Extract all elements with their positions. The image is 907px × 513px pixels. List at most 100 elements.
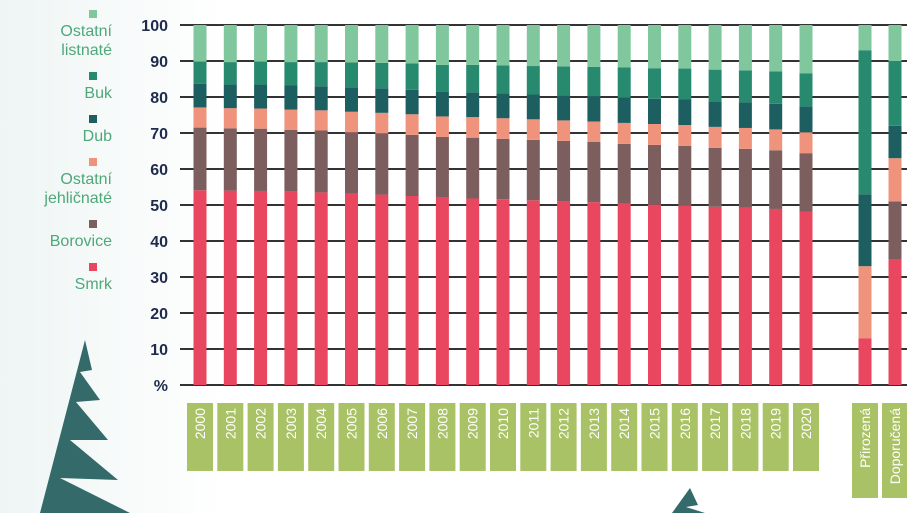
x-tick-label: 2010: [495, 408, 511, 439]
bar-segment: [254, 25, 268, 62]
bar-segment: [678, 25, 692, 69]
x-tick-label: 2014: [616, 408, 632, 439]
bar-segment: [769, 25, 783, 72]
bar-segment: [799, 25, 813, 74]
tree-decoration: [40, 340, 705, 513]
x-tick: 2004: [308, 403, 335, 471]
y-tick-label: 20: [150, 306, 168, 323]
x-tick-box: [429, 403, 456, 471]
legend-swatch: [89, 10, 97, 18]
bar-segment: [223, 25, 237, 63]
x-tick-box: [882, 403, 907, 498]
bar-segment: [314, 86, 328, 111]
bar-segment: [466, 64, 480, 93]
bar-segment: [858, 266, 872, 339]
bar-segment: [769, 71, 783, 104]
bar-segment: [345, 111, 358, 133]
x-tick: 2008: [429, 403, 456, 471]
x-tick: 2006: [368, 403, 395, 471]
bar-segment: [345, 193, 358, 385]
bar-segment: [738, 102, 752, 128]
x-tick: 2011: [520, 403, 547, 471]
bar-segment: [708, 69, 722, 102]
bar-segment: [888, 61, 902, 126]
bar-segment: [617, 203, 631, 385]
bar-segment: [375, 112, 389, 134]
y-tick-label: 50: [150, 198, 168, 215]
x-tick-box: [732, 403, 759, 471]
bar-segment: [466, 198, 480, 385]
bar-segment: [405, 63, 419, 90]
bar-segment: [738, 70, 752, 103]
bar-segment: [254, 128, 268, 191]
bar-segment: [375, 133, 389, 195]
bar-segment: [678, 99, 692, 126]
bar-segment: [708, 147, 722, 207]
x-tick: 2020: [793, 403, 819, 471]
x-tick: 2000: [187, 403, 213, 471]
bar-segment: [466, 92, 480, 118]
y-tick-label: 80: [150, 90, 168, 107]
bar-segment: [858, 194, 872, 267]
y-tick-label: %: [154, 378, 168, 395]
bar-segment: [223, 108, 237, 129]
x-tick-label: 2015: [647, 408, 663, 439]
x-tick-label: 2001: [222, 408, 238, 439]
bar-segment: [193, 190, 207, 385]
x-tick: 2009: [459, 403, 486, 471]
x-tick-box: [368, 403, 395, 471]
bar-segment: [648, 98, 661, 124]
bar-segment: [587, 142, 601, 203]
y-tick-label: 90: [150, 54, 168, 71]
x-tick-label: 2004: [313, 408, 329, 439]
bar-segment: [587, 202, 601, 385]
bar-segment: [738, 127, 752, 149]
bar-segment: [617, 122, 631, 144]
bar-segment: [496, 199, 510, 385]
bar-segment: [284, 191, 298, 385]
x-tick-label: 2016: [677, 408, 693, 439]
x-tick-label: 2018: [737, 408, 753, 439]
x-tick: 2019: [762, 403, 789, 471]
bar-segment: [858, 338, 872, 385]
x-tick: 2014: [611, 403, 638, 471]
x-tick: 2016: [671, 403, 698, 471]
bar-segment: [557, 140, 571, 202]
bar-segment: [284, 109, 298, 130]
bar-segment: [769, 150, 783, 209]
bar-segment: [888, 125, 902, 159]
bar-segment: [284, 129, 298, 192]
bar-segment: [678, 145, 692, 206]
bar-segment: [769, 129, 783, 151]
x-tick: 2003: [277, 403, 304, 471]
bar-segment: [738, 207, 752, 385]
x-tick-box: [671, 403, 698, 471]
x-tick-box: [550, 403, 577, 471]
bar-segment: [405, 134, 419, 196]
y-tick-label: 100: [141, 18, 168, 35]
bar-segment: [223, 128, 237, 191]
bar-segment: [648, 124, 661, 145]
bar-segment: [799, 106, 813, 133]
bar-segment: [405, 89, 419, 115]
legend-swatch: [89, 72, 97, 80]
bar-segment: [557, 201, 571, 385]
x-tick-box: [852, 403, 878, 498]
x-tick-label: 2005: [344, 408, 360, 439]
bar-segment: [375, 62, 389, 89]
bar-segment: [587, 25, 601, 67]
x-tick-label: 2013: [586, 408, 602, 439]
bar-segment: [526, 139, 540, 201]
x-tick-box: [459, 403, 486, 471]
bar-segment: [496, 65, 510, 94]
bar-segment: [799, 211, 813, 385]
bar-segment: [587, 96, 601, 122]
x-tick-label: 2011: [525, 408, 541, 438]
bar-segment: [888, 259, 902, 385]
bar-segment: [617, 143, 631, 204]
x-tick-box: [520, 403, 547, 471]
bar-segment: [375, 88, 389, 113]
x-tick: 2017: [702, 403, 729, 471]
legend-label: Dub: [82, 128, 112, 145]
y-tick-label: 10: [150, 342, 168, 359]
